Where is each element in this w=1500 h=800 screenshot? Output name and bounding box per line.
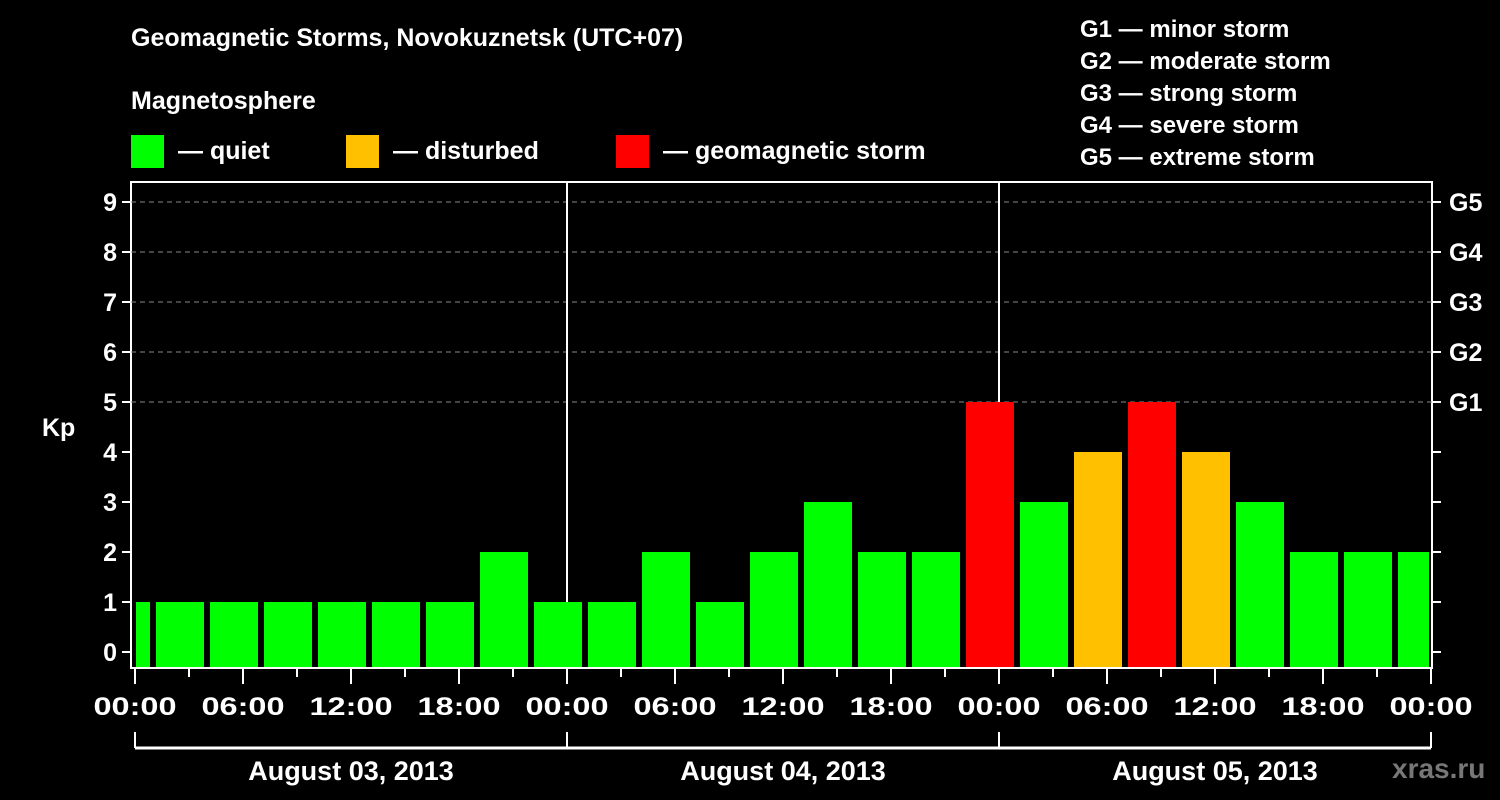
kp-bar [318, 602, 366, 667]
legend-storm-label: — geomagnetic storm [663, 136, 926, 165]
kp-bar [804, 502, 852, 667]
g-level-label: G3 [1449, 289, 1482, 317]
y-tick-label: 6 [103, 339, 117, 367]
y-tick-label: 8 [103, 239, 117, 267]
kp-bar [588, 602, 636, 667]
x-tick-label: 06:00 [634, 693, 717, 721]
g-scale-legend: G1 — minor storm G2 — moderate storm G3 … [1080, 14, 1331, 174]
kp-bar [1020, 502, 1068, 667]
kp-bar [858, 552, 906, 667]
kp-bar [1236, 502, 1284, 667]
kp-bar [1182, 452, 1230, 667]
g-level-label: G1 [1449, 389, 1482, 417]
kp-bar [1398, 552, 1429, 667]
day-label: August 05, 2013 [1112, 756, 1318, 786]
x-tick-label: 00:00 [526, 693, 609, 721]
y-tick-label: 1 [103, 589, 117, 617]
g2-description: G2 — moderate storm [1080, 48, 1331, 75]
y-tick-label: 7 [103, 289, 117, 317]
g3-description: G3 — strong storm [1080, 80, 1298, 107]
y-tick-label: 9 [103, 189, 117, 217]
chart-title: Geomagnetic Storms, Novokuznetsk (UTC+07… [131, 24, 684, 52]
x-tick-label: 00:00 [958, 693, 1041, 721]
y-axis-label: Kp [42, 414, 75, 442]
kp-bar [1128, 402, 1176, 667]
quiet-swatch [131, 134, 164, 168]
x-tick-label: 00:00 [94, 693, 177, 721]
kp-bar [912, 552, 960, 667]
kp-bar [426, 602, 474, 667]
legend-disturbed-label: — disturbed [393, 136, 539, 165]
kp-bar [156, 602, 204, 667]
x-tick-label: 00:00 [1390, 693, 1473, 721]
legend-disturbed: — disturbed [346, 134, 539, 168]
disturbed-swatch [346, 134, 379, 168]
kp-bar [534, 602, 582, 667]
kp-bar [696, 602, 744, 667]
day-label: August 03, 2013 [248, 756, 454, 786]
kp-bar [1344, 552, 1392, 667]
x-tick-label: 12:00 [742, 693, 825, 721]
kp-bar [372, 602, 420, 667]
y-tick-label: 0 [103, 639, 117, 667]
kp-bar [136, 602, 150, 667]
g-level-label: G5 [1449, 189, 1482, 217]
kp-bar [210, 602, 258, 667]
kp-bar [642, 552, 690, 667]
legend-quiet-label: — quiet [178, 136, 270, 165]
day-label: August 04, 2013 [680, 756, 886, 786]
x-tick-label: 18:00 [850, 693, 933, 721]
y-tick-label: 5 [103, 389, 117, 417]
watermark: xras.ru [1392, 753, 1486, 784]
g1-description: G1 — minor storm [1080, 16, 1290, 43]
x-tick-label: 12:00 [310, 693, 393, 721]
y-tick-label: 2 [103, 539, 117, 567]
y-tick-label: 4 [103, 439, 117, 467]
legend-storm: — geomagnetic storm [616, 134, 926, 168]
kp-bar [264, 602, 312, 667]
x-tick-label: 12:00 [1174, 693, 1257, 721]
kp-bar [1290, 552, 1338, 667]
plot-frame [130, 181, 1433, 669]
x-tick-label: 18:00 [418, 693, 501, 721]
g-level-label: G4 [1449, 239, 1482, 267]
g4-description: G4 — severe storm [1080, 112, 1299, 139]
magnetosphere-heading: Magnetosphere [131, 87, 316, 115]
storm-swatch [616, 134, 649, 168]
kp-bar [480, 552, 528, 667]
g-level-label: G2 [1449, 339, 1482, 367]
legend-quiet: — quiet [131, 134, 270, 168]
x-tick-label: 06:00 [1066, 693, 1149, 721]
kp-bar [966, 402, 1014, 667]
y-tick-label: 3 [103, 489, 117, 517]
kp-bar [1074, 452, 1122, 667]
kp-bar [750, 552, 798, 667]
g5-description: G5 — extreme storm [1080, 144, 1315, 171]
x-tick-label: 06:00 [202, 693, 285, 721]
x-tick-label: 18:00 [1282, 693, 1365, 721]
